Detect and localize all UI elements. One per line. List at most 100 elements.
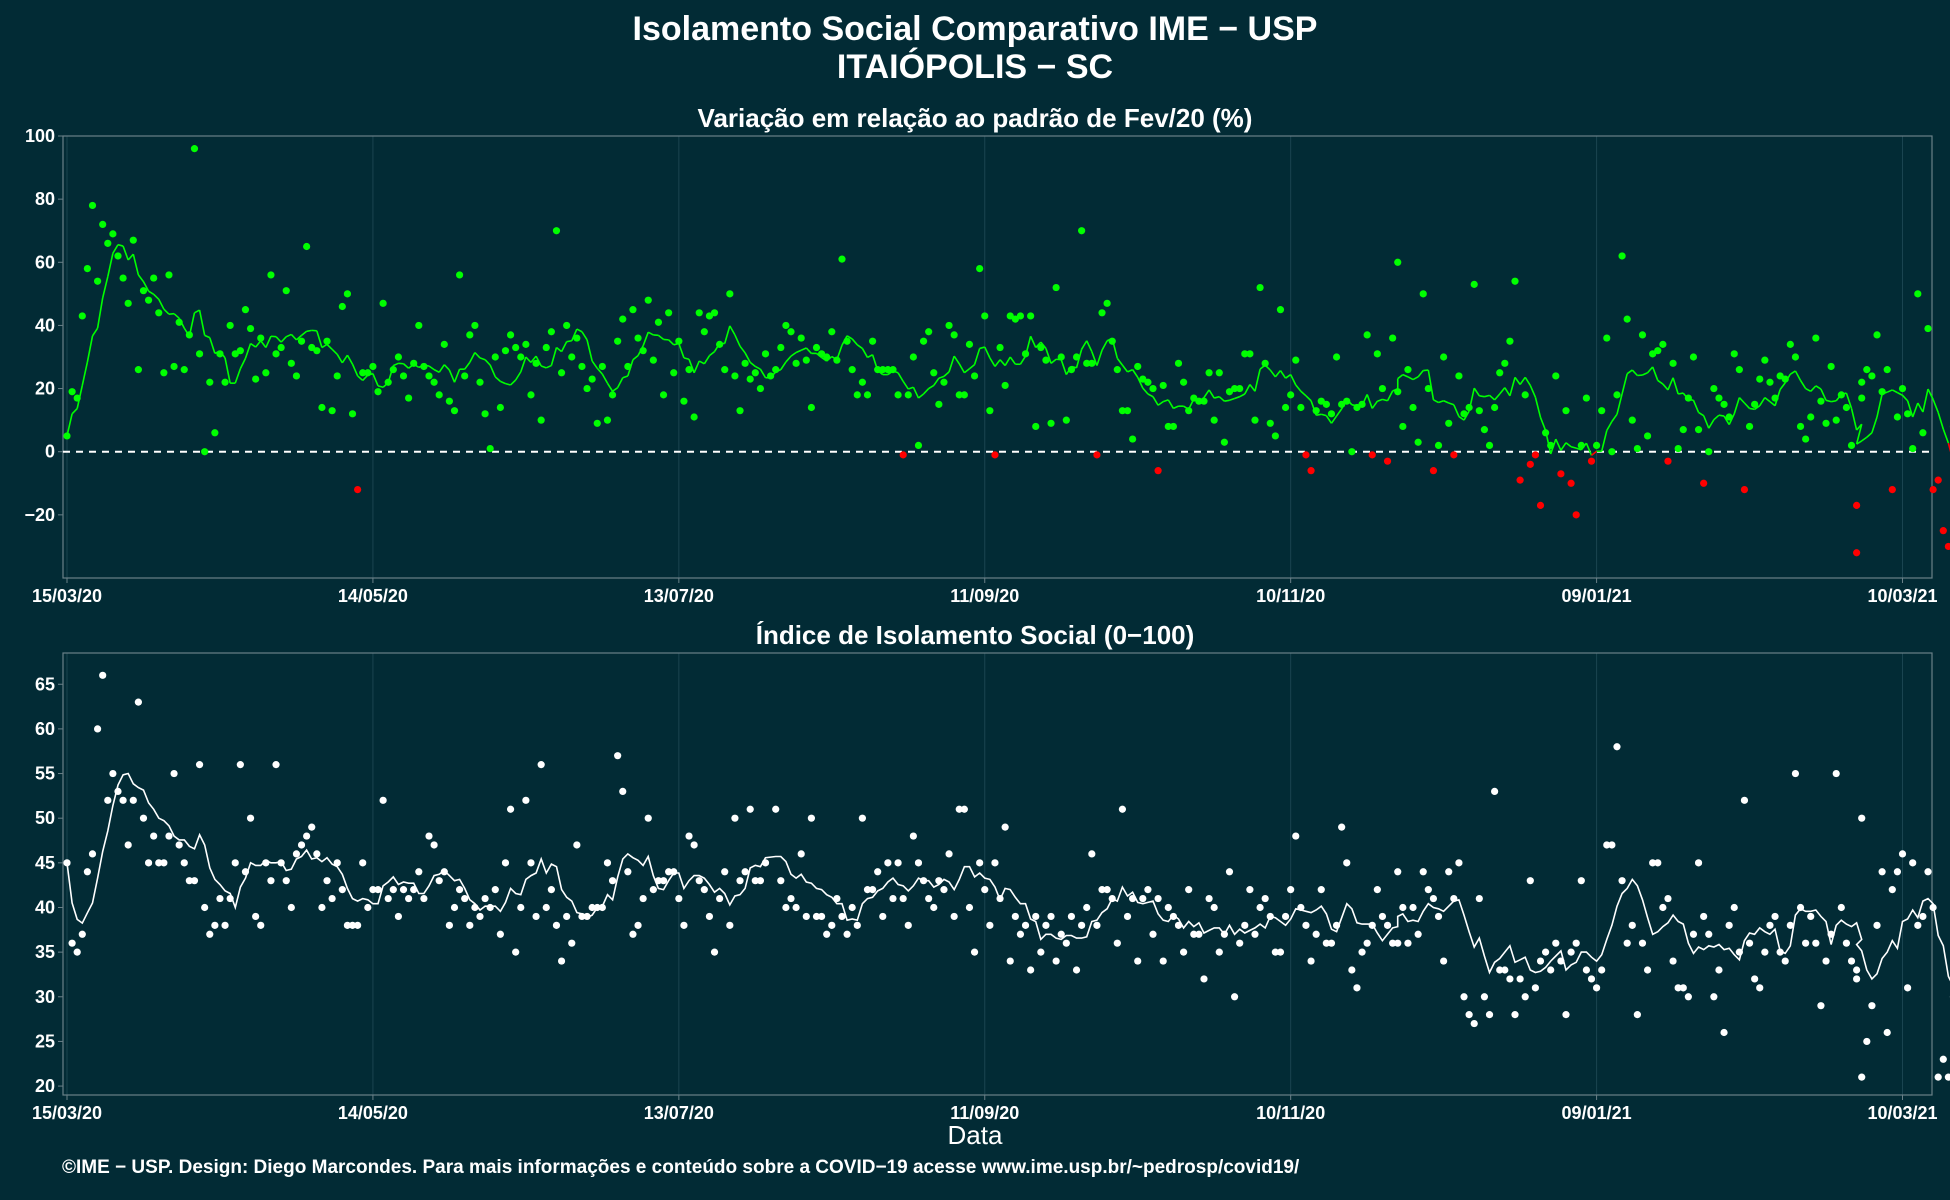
- data-point: [1807, 413, 1815, 421]
- data-point: [410, 886, 418, 894]
- data-point: [751, 369, 759, 377]
- data-point: [1516, 476, 1524, 484]
- data-point: [63, 859, 71, 867]
- moving-average-segment: [1667, 377, 1674, 391]
- moving-average-segment: [912, 386, 920, 399]
- moving-average-segment: [1621, 373, 1628, 395]
- data-point: [1898, 850, 1907, 858]
- data-point: [950, 912, 958, 921]
- data-point: [731, 814, 739, 822]
- moving-average-segment: [1769, 401, 1776, 407]
- data-point: [1934, 476, 1942, 484]
- data-point: [73, 394, 81, 402]
- data-point: [1276, 948, 1285, 956]
- data-point: [1924, 868, 1932, 876]
- data-point: [1715, 966, 1723, 974]
- moving-average-segment: [1254, 368, 1261, 392]
- data-point: [104, 239, 112, 247]
- moving-average-segment: [301, 330, 308, 336]
- data-point: [843, 930, 851, 938]
- data-point: [1215, 948, 1223, 956]
- moving-average-segment: [1897, 391, 1903, 397]
- data-point: [277, 343, 285, 352]
- moving-average-segment: [1820, 388, 1827, 401]
- data-point: [614, 752, 622, 760]
- data-point: [1623, 939, 1631, 947]
- data-point: [1093, 451, 1101, 459]
- data-point: [1863, 366, 1871, 374]
- data-point: [1394, 388, 1402, 396]
- data-point: [955, 391, 963, 399]
- moving-average-segment: [1224, 399, 1230, 402]
- data-point: [1322, 400, 1330, 408]
- moving-average-segment: [71, 408, 78, 415]
- data-point: [1164, 422, 1172, 431]
- moving-average-segment: [657, 334, 665, 341]
- data-point: [1470, 280, 1478, 288]
- data-point: [512, 343, 520, 352]
- data-point: [155, 309, 163, 317]
- data-point: [573, 841, 581, 849]
- data-point: [420, 362, 428, 371]
- data-point: [1389, 334, 1397, 342]
- moving-average-segment: [372, 373, 379, 387]
- data-point: [700, 328, 708, 336]
- moving-average-segment: [1386, 390, 1394, 402]
- data-point: [1858, 378, 1866, 386]
- data-point: [1501, 966, 1509, 974]
- data-point: [1185, 886, 1193, 894]
- data-point: [399, 372, 408, 380]
- data-point: [1445, 419, 1453, 427]
- data-point: [1557, 470, 1565, 478]
- moving-average-segment: [1316, 413, 1322, 416]
- moving-average-segment: [290, 333, 298, 341]
- x-tick-label: 10/11/20: [1256, 586, 1325, 606]
- data-point: [399, 886, 408, 894]
- data-point: [1725, 413, 1733, 421]
- data-point: [292, 850, 301, 858]
- moving-average-segment: [1575, 447, 1582, 451]
- data-point: [721, 868, 729, 876]
- data-point: [506, 805, 515, 813]
- data-point: [1904, 984, 1912, 992]
- data-point: [1491, 787, 1499, 796]
- data-point: [1261, 359, 1269, 367]
- data-point: [1281, 403, 1290, 412]
- data-point: [970, 372, 979, 380]
- data-point: [1735, 366, 1743, 374]
- data-point: [88, 850, 97, 858]
- data-point: [557, 369, 566, 377]
- data-point: [486, 444, 494, 453]
- data-point: [1531, 451, 1540, 459]
- moving-average-segment: [1590, 450, 1598, 456]
- data-point: [1261, 894, 1269, 903]
- data-point: [812, 343, 821, 352]
- moving-average-segment: [306, 329, 312, 333]
- data-point: [710, 948, 719, 956]
- data-point: [1409, 403, 1417, 412]
- moving-average-segment: [1116, 357, 1124, 366]
- data-point: [542, 903, 550, 912]
- moving-average-segment: [500, 380, 506, 385]
- data-point: [894, 859, 902, 867]
- data-point: [1215, 369, 1223, 377]
- data-point: [338, 302, 346, 311]
- data-point: [874, 868, 882, 876]
- data-point: [1817, 397, 1825, 405]
- plot-frame: [62, 135, 1933, 579]
- data-point: [369, 886, 377, 894]
- data-point: [1526, 460, 1534, 468]
- data-point: [1710, 993, 1718, 1001]
- data-point: [858, 814, 866, 822]
- data-point: [1169, 912, 1178, 921]
- y-tick-label: 35: [35, 942, 55, 962]
- moving-average-segment: [1382, 398, 1388, 402]
- moving-average-segment: [994, 359, 1001, 367]
- data-point: [950, 331, 958, 339]
- data-point: [741, 359, 749, 367]
- moving-average-segment: [81, 361, 89, 386]
- data-point: [1332, 353, 1341, 361]
- data-point: [1159, 381, 1167, 390]
- data-point: [1368, 921, 1376, 929]
- data-point: [323, 337, 331, 345]
